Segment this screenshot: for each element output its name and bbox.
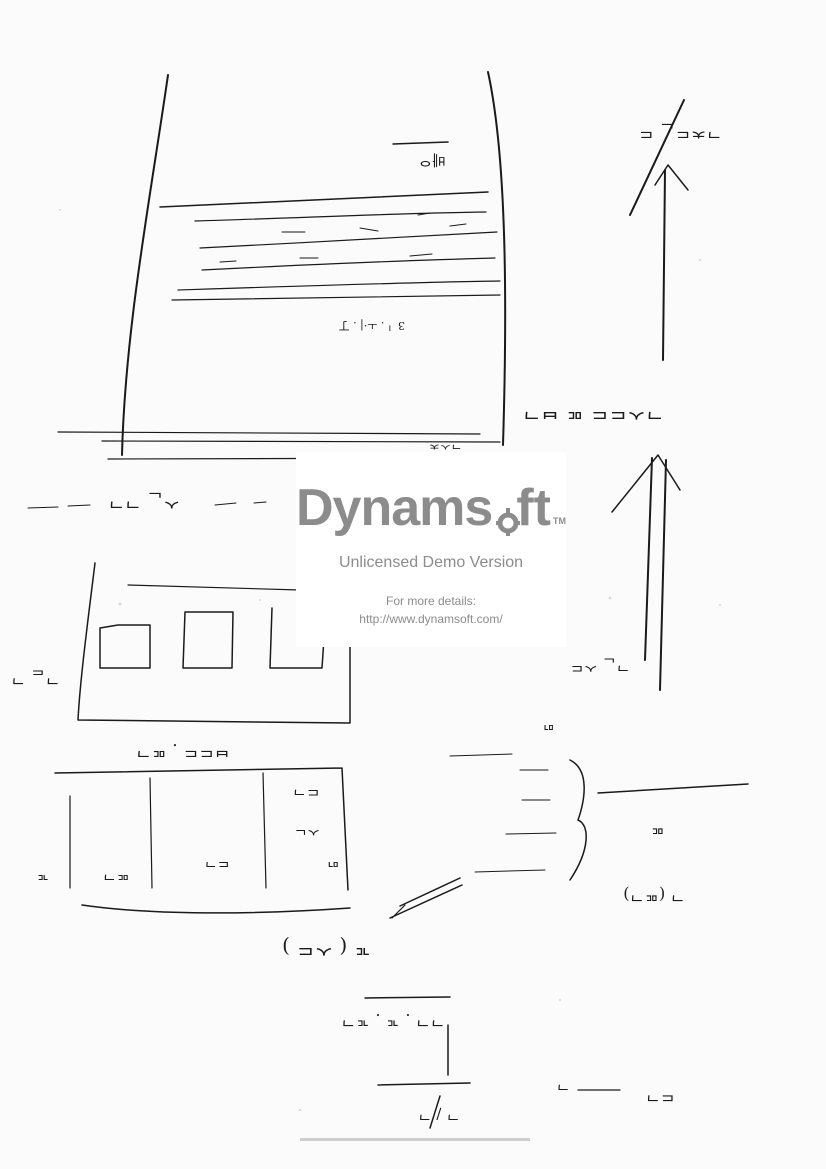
svg-text:ᄃᄀ: ᄃᄀ [204, 852, 230, 868]
svg-text:ᄀ: ᄀ [556, 1075, 570, 1093]
right-arrows-sketch: ᄀᄎᄃᆫ ᄃ ᄀᄉᄃᄃ ᄆᄃ ᄇᄀ ᄀᆫ ᄉᄃ [522, 99, 722, 691]
svg-text:ᄃᄀ: ᄃᄀ [292, 780, 320, 798]
svg-text:ᄀᆮ ᄀ: ᄀᆮ ᄀ [11, 668, 60, 687]
svg-text:ᄀᄎᄃᆫ ᄃ: ᄀᄎᄃᆫ ᄃ [638, 120, 722, 140]
svg-text:ᄀ (ᄆᄃᄀ): ᄀ (ᄆᄃᄀ) [623, 885, 685, 904]
svg-text:ᄀᄃ: ᄀᄃ [36, 865, 50, 883]
watermark-brand-suffix: ft [516, 479, 551, 537]
svg-text:ᄆᄃ: ᄆᄃ [650, 818, 665, 837]
svg-text:ᄉᄂ: ᄉᄂ [294, 820, 320, 836]
dynamsoft-watermark: Dynams ft TM Unlicensed Demo Version For… [296, 452, 566, 647]
document-outline-sketch: ᄇᆘᄋ 3ᅵ . ㅗ·| . 丁 ᄀᄉᄎ [57, 71, 507, 460]
svg-text:ᄇᄃᄃ . ᄆᄃᄀ: ᄇᄃᄃ . ᄆᄃᄀ [136, 739, 230, 759]
svg-text:ᄇᆘᄋ: ᄇᆘᄋ [418, 151, 446, 169]
gear-icon [493, 506, 521, 536]
trademark-mark: TM [553, 516, 566, 526]
svg-text:ᄉᆫ ᄀᄀ: ᄉᆫ ᄀᄀ [108, 489, 180, 510]
scan-noise [59, 209, 721, 1141]
watermark-brand-prefix: Dynams [296, 479, 493, 537]
svg-text:3ᅵ . ㅗ·| . 丁: 3ᅵ . ㅗ·| . 丁 [339, 318, 405, 332]
watermark-details-label: For more details: [385, 594, 477, 608]
svg-text:ᄆᄃᄀ: ᄆᄃᄀ [102, 865, 130, 883]
svg-text:ᄀᄉᄎ: ᄀᄉᄎ [429, 437, 462, 451]
bottom-tree-sketch: ᄀᄀ . ᄀᄃ . ᄀᄃᄀ ᄀ / ᄀ ᄀ ᄃᄀ [341, 996, 675, 1129]
table-sketch: ᄃᄀ ᄉᄂ ᄆᄀ ᄃᄀ ᄆᄃᄀ ᄀᄃ ᄀᄃ ( ᄉᄃ ) [36, 767, 372, 959]
middle-labels-sketch: ᄉᆫ ᄀᄀ ᄀᆮ ᄀ [11, 489, 267, 687]
svg-text:ᄀ / ᄀ: ᄀ / ᄀ [418, 1105, 460, 1123]
svg-text:ᄀᆫ ᄉᄃ: ᄀᆫ ᄉᄃ [570, 656, 630, 674]
svg-text:ᄆᄀ: ᄆᄀ [542, 715, 555, 731]
dynamsoft-logo: Dynams ft TM [296, 480, 566, 536]
svg-text:ᄀᄉᄃᄃ ᄆᄃ ᄇᄀ: ᄀᄉᄃᄃ ᄆᄃ ᄇᄀ [522, 399, 664, 423]
bracket-group-sketch: ᄆᄀ ᄆᄃ ᄀ (ᄆᄃᄀ) [389, 715, 749, 919]
watermark-subtitle: Unlicensed Demo Version [338, 554, 524, 571]
svg-text:ᄃᄀ: ᄃᄀ [646, 1085, 675, 1104]
svg-text:ᄀᄃ ( ᄉᄃ ): ᄀᄃ ( ᄉᄃ ) [282, 935, 372, 959]
svg-text:ᄆᄀ: ᄆᄀ [326, 852, 340, 870]
svg-text:ᄀᄀ . ᄀᄃ . ᄀᄃᄀ: ᄀᄀ . ᄀᄃ . ᄀᄃᄀ [341, 1010, 445, 1029]
watermark-url: http://www.dynamsoft.com/ [359, 612, 503, 626]
